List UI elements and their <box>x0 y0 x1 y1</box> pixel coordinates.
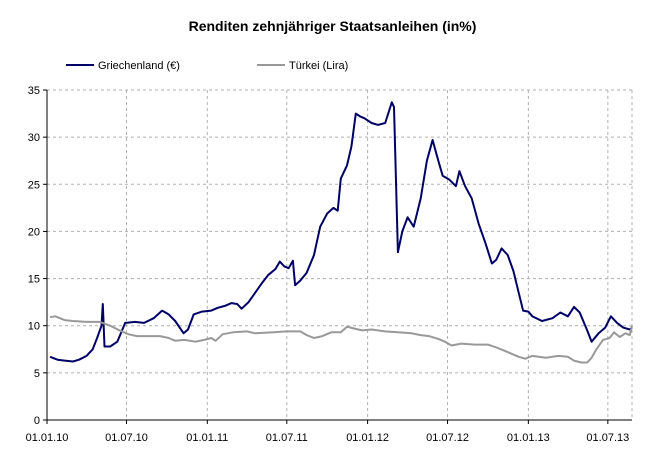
y-tick-label: 25 <box>28 179 40 191</box>
axes <box>43 89 632 424</box>
x-tick-label: 01.01.11 <box>186 432 228 444</box>
x-tick-label: 01.01.13 <box>507 432 550 444</box>
y-tick-label: 20 <box>28 226 40 238</box>
y-tick-labels: 0 5 10 15 20 25 30 35 <box>28 85 40 427</box>
x-tick-label: 01.07.10 <box>105 432 148 444</box>
y-tick-label: 10 <box>28 321 40 333</box>
legend-item-tuerkei: Türkei (Lira) <box>257 60 348 72</box>
gridlines <box>47 89 633 420</box>
legend-swatch-griechenland <box>66 64 94 67</box>
y-tick-label: 30 <box>28 132 40 144</box>
legend-label-griechenland: Griechenland (€) <box>98 60 180 72</box>
chart-title: Renditen zehnjähriger Staatsanleihen (in… <box>188 18 477 34</box>
x-tick-label: 01.07.11 <box>266 432 308 444</box>
x-tick-label: 01.01.12 <box>346 432 389 444</box>
x-tick-label: 01.07.12 <box>426 432 469 444</box>
y-tick-label: 35 <box>28 85 40 97</box>
y-tick-label: 15 <box>28 274 40 286</box>
legend-item-griechenland: Griechenland (€) <box>66 60 180 72</box>
series-lines <box>49 101 633 364</box>
x-tick-labels: 01.01.10 01.07.10 01.01.11 01.07.11 01.01.12… <box>26 432 630 444</box>
y-tick-label: 5 <box>34 368 40 380</box>
y-tick-label: 0 <box>34 415 40 427</box>
legend-swatch-tuerkei <box>257 64 285 67</box>
legend-label-tuerkei: Türkei (Lira) <box>289 60 349 72</box>
x-tick-label: 01.01.10 <box>26 432 69 444</box>
series-line-tuerkei <box>49 315 633 364</box>
series-line-griechenland <box>49 101 633 363</box>
x-tick-label: 01.07.13 <box>586 432 629 444</box>
